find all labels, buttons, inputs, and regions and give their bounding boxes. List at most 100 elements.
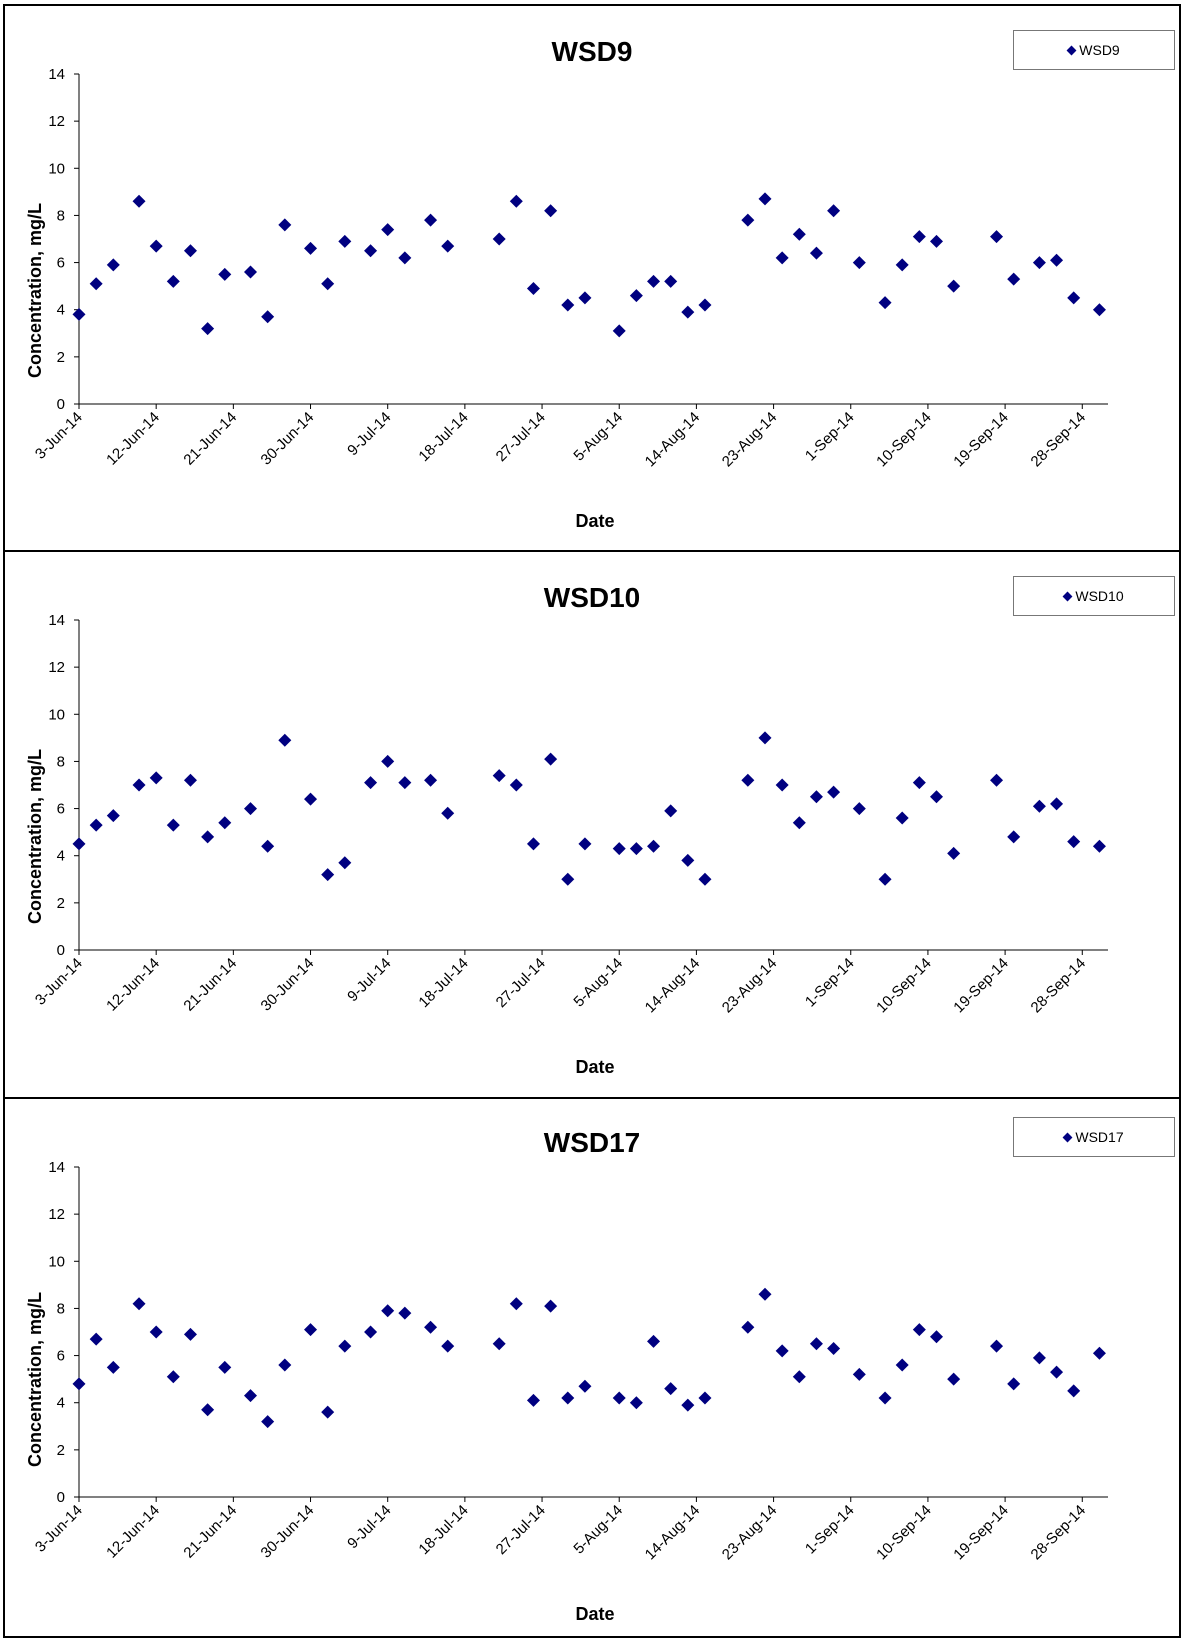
data-point — [698, 872, 712, 886]
x-tick-label: 3-Jun-14 — [32, 1502, 86, 1556]
data-point — [381, 1304, 395, 1318]
data-point — [201, 1403, 215, 1417]
data-point — [827, 785, 841, 799]
data-point — [544, 204, 558, 218]
data-point — [578, 1379, 592, 1393]
data-point — [244, 802, 257, 816]
data-point — [1092, 839, 1106, 853]
data-point — [809, 246, 823, 260]
data-point — [149, 1325, 163, 1339]
x-tick-label: 1-Sep-14 — [802, 409, 858, 465]
x-tick-label: 3-Jun-14 — [32, 955, 86, 1009]
y-tick-label: 6 — [57, 1348, 65, 1365]
data-point — [1050, 253, 1064, 267]
x-tick-label: 5-Aug-14 — [570, 1502, 626, 1558]
x-tick-label: 19-Sep-14 — [950, 1502, 1012, 1564]
data-point — [183, 773, 197, 787]
data-point — [664, 274, 678, 288]
data-point — [895, 1358, 909, 1372]
x-tick-label: 21-Jun-14 — [180, 409, 240, 469]
data-point — [364, 776, 378, 790]
y-tick-label: 8 — [57, 1300, 65, 1317]
data-point — [106, 1360, 120, 1374]
x-tick-label: 9-Jul-14 — [344, 955, 394, 1005]
y-tick-label: 4 — [57, 848, 65, 865]
data-point — [758, 731, 772, 745]
data-point — [132, 778, 146, 792]
x-axis-label: Date — [575, 511, 615, 531]
data-point — [681, 853, 695, 867]
y-tick-label: 0 — [57, 396, 65, 413]
data-point — [364, 1325, 378, 1339]
data-point — [561, 1391, 575, 1405]
data-point — [526, 282, 540, 295]
data-point — [526, 837, 540, 851]
data-point — [741, 773, 755, 787]
data-point — [612, 842, 626, 856]
data-point — [647, 274, 661, 288]
data-point — [561, 298, 575, 312]
data-point — [218, 267, 232, 281]
data-point — [304, 1323, 318, 1337]
data-point — [741, 1320, 755, 1334]
data-point — [441, 806, 455, 820]
x-tick-label: 30-Jun-14 — [258, 409, 318, 469]
data-point — [629, 1396, 643, 1410]
data-point — [827, 204, 841, 218]
data-point — [792, 816, 806, 830]
x-tick-label: 27-Jul-14 — [493, 1502, 549, 1558]
data-point — [947, 279, 961, 293]
data-point — [629, 842, 643, 856]
data-point — [492, 232, 506, 246]
data-point — [106, 809, 120, 823]
data-point — [89, 1332, 103, 1346]
data-point — [578, 837, 592, 851]
data-point — [278, 733, 292, 747]
x-tick-label: 5-Aug-14 — [570, 409, 626, 465]
data-point — [338, 1339, 352, 1353]
data-point — [947, 846, 961, 860]
data-point — [72, 307, 86, 321]
data-point — [278, 218, 292, 232]
chart-legend: WSD10 — [1013, 576, 1175, 616]
data-point — [990, 773, 1004, 787]
data-point — [509, 194, 523, 208]
data-point — [424, 773, 438, 787]
y-tick-label: 12 — [48, 1206, 65, 1223]
data-point — [775, 1344, 789, 1358]
data-point — [1007, 1377, 1021, 1391]
y-tick-label: 6 — [57, 255, 65, 272]
data-point — [1032, 1351, 1046, 1365]
data-point — [947, 1372, 961, 1386]
x-tick-label: 10-Sep-14 — [873, 1502, 935, 1564]
data-point — [321, 277, 335, 291]
data-point — [681, 1398, 695, 1412]
data-point — [381, 754, 395, 768]
data-point — [338, 856, 352, 870]
data-point — [183, 1327, 197, 1341]
chart-plot-area: 0 2 4 6 8 10 12 14 3-Jun-14 12-Jun-14 21-Jun-14 30-… — [32, 612, 1108, 1016]
x-tick-label: 21-Jun-14 — [180, 955, 240, 1015]
data-point — [72, 837, 86, 851]
data-point — [218, 1360, 232, 1374]
legend-label: WSD9 — [1079, 42, 1120, 58]
data-point — [424, 1320, 438, 1334]
x-tick-label: 9-Jul-14 — [344, 1502, 394, 1552]
legend-label: WSD17 — [1075, 1129, 1124, 1145]
y-tick-label: 10 — [48, 706, 65, 723]
data-point — [775, 778, 789, 792]
data-point — [895, 258, 909, 272]
x-tick-label: 14-Aug-14 — [642, 1502, 704, 1564]
data-point — [698, 298, 712, 312]
chart-plot-area: 0 2 4 6 8 10 12 14 3-Jun-14 12-Jun-14 21-Jun-14 30-… — [32, 1159, 1108, 1564]
x-tick-label: 30-Jun-14 — [258, 955, 318, 1015]
x-tick-label: 5-Aug-14 — [570, 955, 626, 1011]
y-tick-label: 2 — [57, 349, 65, 366]
data-point — [278, 1358, 292, 1372]
x-tick-label: 21-Jun-14 — [180, 1502, 240, 1562]
data-point — [166, 818, 180, 832]
data-point — [218, 816, 232, 830]
chart-title: WSD9 — [551, 36, 633, 67]
